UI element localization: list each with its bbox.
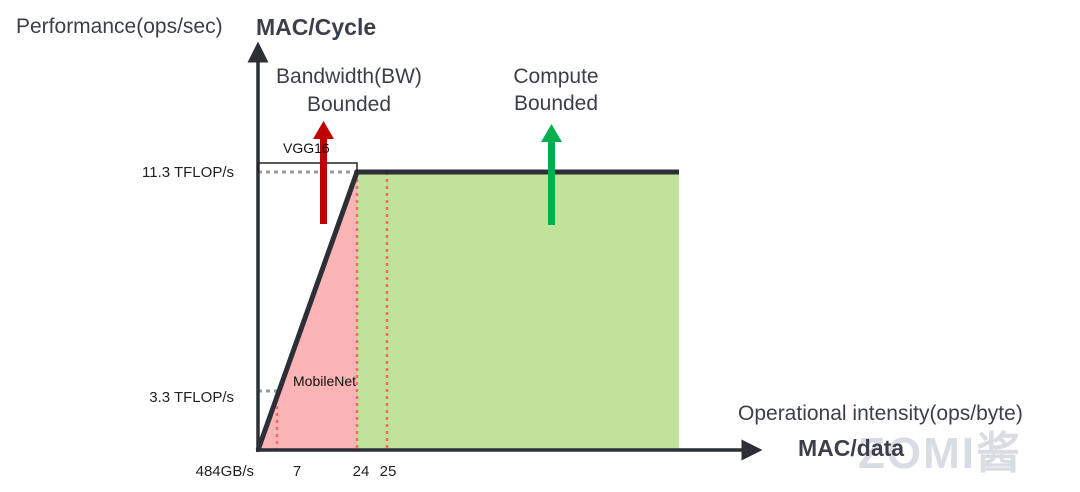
compute-bound-label-line2: Bounded	[514, 92, 598, 115]
vgg16-label: VGG16	[283, 140, 330, 156]
compute-bound-label-line1: Compute	[513, 65, 598, 88]
y-axis-unit: MAC/Cycle	[256, 14, 376, 40]
x-tick-mobilenet: 7	[293, 463, 301, 480]
compute-bound-arrow	[541, 124, 562, 225]
y-tick-mobilenet: 3.3 TFLOP/s	[149, 389, 234, 406]
x-axis-title: Operational intensity(ops/byte)	[738, 402, 1023, 425]
x-tick-vgg16: 25	[380, 463, 397, 480]
bandwidth-bound-label-line2: Bounded	[307, 93, 391, 116]
compute-bound-region	[357, 172, 679, 450]
bandwidth-bound-arrow	[313, 121, 334, 224]
bandwidth-bound-label-line1: Bandwidth(BW)	[276, 65, 422, 88]
x-axis-unit: MAC/data	[798, 435, 904, 461]
y-axis-title: Performance(ops/sec)	[16, 15, 223, 38]
x-tick-ridge: 24	[353, 463, 370, 480]
watermark: ZOMI酱	[858, 429, 1022, 478]
vgg16-bracket	[257, 162, 358, 172]
y-tick-peak: 11.3 TFLOP/s	[142, 164, 234, 181]
mobilenet-label: MobileNet	[293, 373, 356, 389]
x-tick-origin: 484GB/s	[196, 463, 254, 480]
